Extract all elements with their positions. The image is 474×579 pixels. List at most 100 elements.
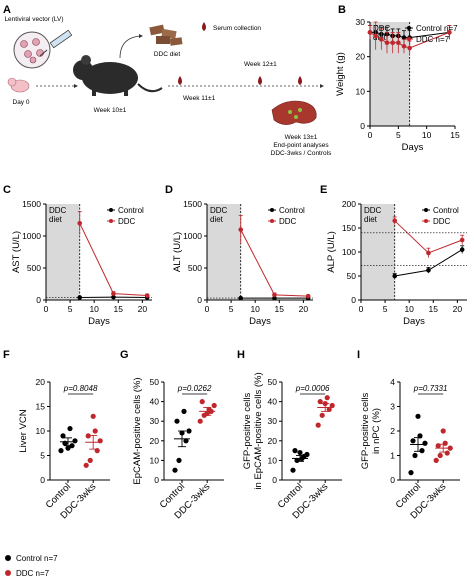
chart-e-shade-label-1: DDC [364, 206, 382, 215]
panel-label-f: F [3, 349, 10, 361]
chart-g-ytick-label-1: 10 [150, 455, 160, 465]
chart-g-series-0-point-3 [186, 428, 192, 434]
chart-e-shade-label-2: diet [364, 215, 378, 224]
blood-drop-2 [258, 76, 262, 85]
chart-h-pvalue: p=0.0006 [295, 384, 330, 393]
chart-b-series-1-point-3 [384, 40, 390, 46]
legend-control-label: Control n=7 [16, 554, 58, 563]
chart-g-series-0-point-2 [183, 438, 189, 444]
chart-c-xlabel: Days [88, 316, 110, 327]
chart-i-ylabel-line-1: GFP-positive cells [360, 392, 371, 469]
chart-b-series-1-point-0 [367, 30, 373, 35]
chart-h-ytick-label-2: 20 [268, 436, 278, 446]
chart-e-series-0-point-2 [459, 247, 465, 252]
chart-c-series-1-point-2 [144, 293, 150, 298]
chart-f-pvalue: p=0.8048 [63, 384, 98, 393]
chart-d-series-0-point-0 [238, 295, 244, 301]
chart-e-ylabel: ALP (U/L) [326, 231, 337, 273]
chart-d-diet-shade [207, 204, 241, 300]
chart-d-ytick-label-2: 1000 [183, 231, 202, 241]
chart-f-ytick-label-1: 5 [40, 451, 45, 461]
chart-e-ytick-label-0: 0 [351, 295, 356, 305]
blood-drop-icon [202, 22, 206, 31]
chart-f-series-0-point-5 [67, 425, 73, 432]
chart-i-series-1-point-2 [444, 450, 450, 456]
chart-f-ytick-label-3: 15 [36, 402, 46, 412]
petri-dish-icon [13, 31, 51, 69]
chart-b-shade-label-1: DDC [373, 24, 391, 33]
chart-f-series-0-point-3 [72, 438, 78, 444]
chart-d-shade-label-2: diet [210, 215, 224, 224]
chart-i-series-0-point-0 [408, 470, 414, 476]
chart-b-series-1-point-8 [447, 30, 452, 35]
panel-label-b: B [338, 4, 346, 16]
blood-drop-3 [298, 76, 302, 85]
chart-h-series-1-point-3 [329, 402, 335, 409]
bottom-legend: Control n=7 DDC n=7 [5, 554, 58, 578]
chart-h-ylabel-line-2: in EpCAM-positive cells (%) [253, 372, 264, 489]
chart-f-series-0-point-6 [65, 445, 71, 451]
schematic: Lentiviral vector (LV) Day 0 Week 10±1 [4, 16, 332, 157]
chart-b-series-1-point-5 [396, 40, 401, 46]
chart-b-series-1-point-7 [407, 45, 412, 51]
chart-f-series-1-point-4 [85, 433, 91, 439]
chart-c-shade-label-2: diet [49, 215, 63, 224]
panel-label-a: A [3, 4, 11, 16]
chart-b-series-1-point-2 [379, 37, 384, 42]
chart-h-series-0-point-6 [297, 449, 303, 456]
chart-g-epcam: 01020304050ControlDDC-3wksEpCAM-positive… [132, 377, 224, 521]
chart-d-xtick-label-3: 15 [275, 304, 285, 314]
chart-b-legend-marker-0 [407, 26, 411, 30]
chart-h-series-0-point-4 [292, 448, 298, 454]
chart-c-xtick-label-2: 10 [89, 304, 99, 314]
chart-d-xtick-label-4: 20 [299, 304, 309, 314]
chart-f-ytick-label-2: 10 [36, 426, 46, 436]
chart-h-ytick-label-5: 50 [268, 377, 278, 387]
chart-g-series-1-point-5 [206, 406, 212, 413]
chart-b-series-1-point-4 [390, 40, 395, 46]
chart-d-legend-label-1: DDC [279, 217, 297, 226]
chart-c-series-0-point-0 [77, 295, 83, 300]
chart-i-series-1-point-1 [437, 452, 443, 459]
chart-e-ytick-label-3: 150 [342, 223, 356, 233]
chart-f-series-1-point-6 [90, 413, 96, 419]
chart-i-series-0-point-3 [422, 440, 428, 446]
chart-i-ytick-label-1: 1 [390, 451, 395, 461]
chart-b-ytick-label-0: 0 [360, 121, 365, 131]
chart-h-series-1-point-4 [317, 399, 323, 405]
chart-h-ytick-label-3: 30 [268, 416, 278, 426]
chart-c-ytick-label-3: 1500 [22, 199, 41, 209]
chart-f-series-1-point-1 [87, 457, 93, 463]
chow-icon [149, 24, 183, 46]
chart-d-xlabel: Days [249, 316, 271, 327]
chart-b-xtick-label-0: 0 [368, 130, 373, 140]
chart-e-legend-label-0: Control [433, 206, 459, 215]
legend-ddc-marker [5, 570, 11, 576]
chart-d-xtick-label-0: 0 [205, 304, 210, 314]
chart-d-series-0-point-1 [272, 295, 277, 301]
chart-d-xtick-label-1: 5 [229, 304, 234, 314]
endpoint-line-1: Week 13±1 [285, 134, 318, 141]
chart-d-series-1-point-2 [305, 293, 311, 299]
chart-g-ytick-label-0: 0 [154, 475, 159, 485]
chart-c-xtick-label-0: 0 [44, 304, 49, 314]
chart-c-xtick-label-4: 20 [138, 304, 148, 314]
chart-e-series-1-point-1 [426, 250, 431, 256]
endpoint-line-3: DDC-3wks / Controls [271, 150, 332, 157]
chart-c-legend-marker-0 [109, 208, 113, 212]
chart-f-ylabel: Liver VCN [18, 409, 29, 452]
chart-d-legend-label-0: Control [279, 206, 305, 215]
chart-c-ytick-label-1: 500 [27, 263, 41, 273]
chart-d-xtick-label-2: 10 [250, 304, 260, 314]
chart-f-series-1-point-5 [92, 428, 98, 434]
chart-d-ytick-label-1: 500 [188, 263, 202, 273]
chart-e-series-1-point-2 [459, 237, 465, 243]
chart-e-series-0-point-1 [426, 267, 431, 273]
chart-e-diet-shade [361, 204, 395, 300]
week11-label: Week 11±1 [183, 95, 216, 102]
